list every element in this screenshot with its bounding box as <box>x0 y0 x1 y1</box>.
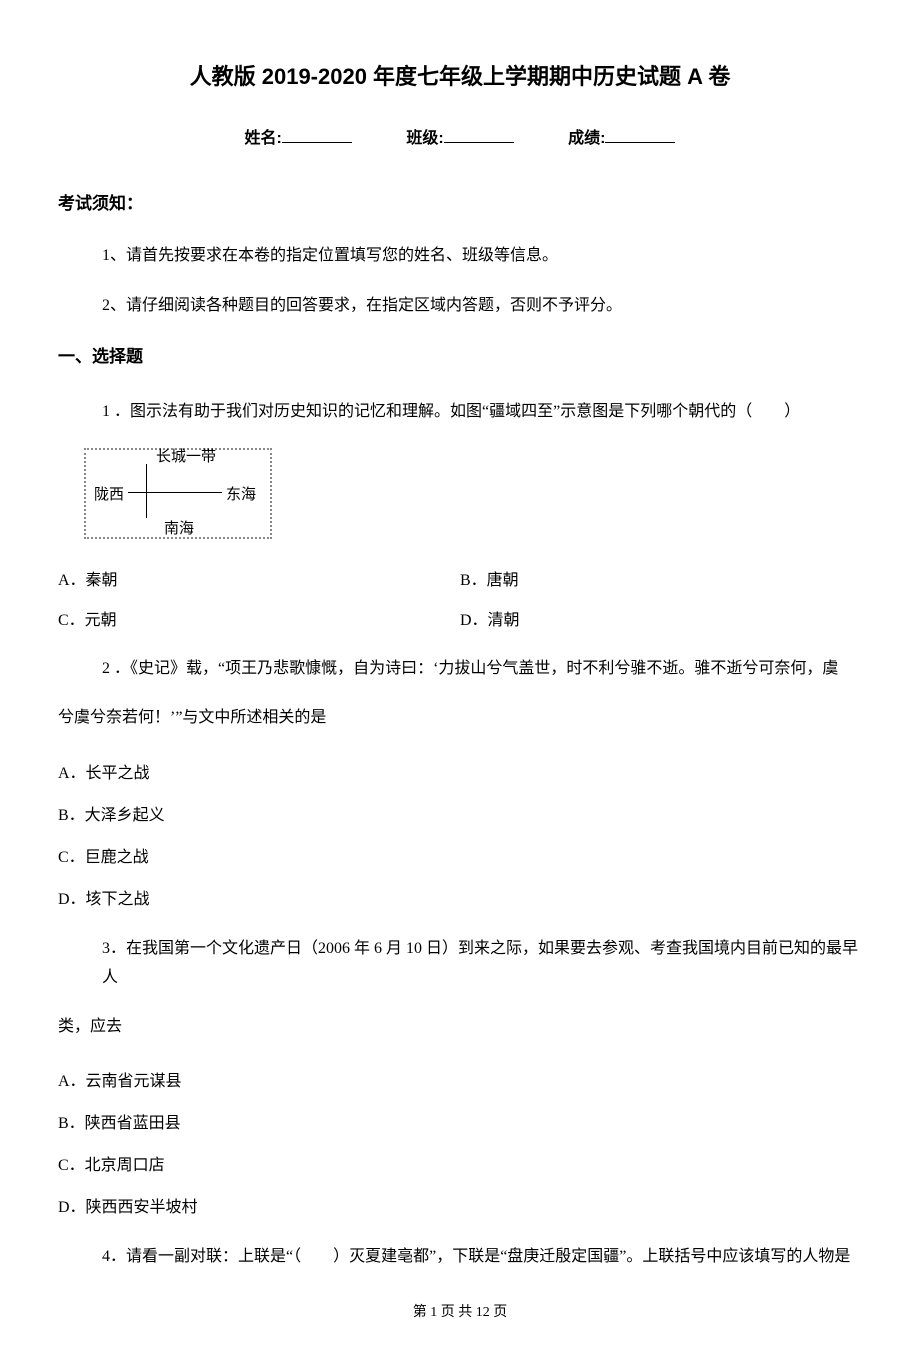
notice-heading: 考试须知： <box>58 191 862 217</box>
q1-option-b: B．唐朝 <box>460 561 862 601</box>
diagram-label-left: 陇西 <box>94 484 124 507</box>
q1-options: A．秦朝 B．唐朝 C．元朝 D．清朝 <box>58 561 862 641</box>
q2-options: A．长平之战 B．大泽乡起义 C．巨鹿之战 D．垓下之战 <box>58 753 862 921</box>
diagram-axis-horizontal <box>128 492 222 493</box>
diagram-label-right: 东海 <box>226 484 256 507</box>
q3-option-b: B．陕西省蓝田县 <box>58 1103 862 1145</box>
name-label: 姓名: <box>245 127 282 151</box>
q2-option-d: D．垓下之战 <box>58 879 862 921</box>
q2-option-c: C．巨鹿之战 <box>58 837 862 879</box>
notice-item-2: 2、请仔细阅读各种题目的回答要求，在指定区域内答题，否则不予评分。 <box>58 294 862 318</box>
meta-row: 姓名: 班级: 成绩: <box>58 125 862 151</box>
section-1-heading: 一、选择题 <box>58 344 862 370</box>
diagram-axis-vertical <box>146 464 147 518</box>
score-underline <box>605 125 675 143</box>
q1-stem: 1 ．图示法有助于我们对历史知识的记忆和理解。如图“疆域四至”示意图是下列哪个朝… <box>58 398 862 427</box>
q3-option-d: D．陕西西安半坡村 <box>58 1187 862 1229</box>
q3-options: A．云南省元谋县 B．陕西省蓝田县 C．北京周口店 D．陕西西安半坡村 <box>58 1061 862 1229</box>
q1-diagram: 长城一带 陇西 东海 南海 <box>78 446 278 541</box>
q1-option-d: D．清朝 <box>460 601 862 641</box>
q1-option-a: A．秦朝 <box>58 561 460 601</box>
diagram-border <box>270 448 272 539</box>
exam-title: 人教版 2019-2020 年度七年级上学期期中历史试题 A 卷 <box>58 60 862 93</box>
class-label: 班级: <box>406 127 443 151</box>
q3-stem-cont: 类，应去 <box>58 1013 862 1042</box>
page-footer: 第 1 页 共 12 页 <box>58 1302 862 1323</box>
score-label: 成绩: <box>568 127 605 151</box>
q2-stem-cont: 兮虞兮奈若何！’”与文中所述相关的是 <box>58 704 862 733</box>
diagram-label-top: 长城一带 <box>156 446 216 469</box>
diagram-label-bottom: 南海 <box>164 518 194 541</box>
diagram-border <box>84 448 86 539</box>
q2-stem: 2 ．《史记》载，“项王乃悲歌慷慨，自为诗曰：‘力拔山兮气盖世，时不利兮骓不逝。… <box>58 655 862 684</box>
q1-option-c: C．元朝 <box>58 601 460 641</box>
name-underline <box>282 125 352 143</box>
q4-stem: 4．请看一副对联：上联是“（ ）灭夏建亳都”，下联是“盘庚迁殷定国疆”。上联括号… <box>58 1243 862 1272</box>
notice-item-1: 1、请首先按要求在本卷的指定位置填写您的姓名、班级等信息。 <box>58 244 862 268</box>
q3-option-a: A．云南省元谋县 <box>58 1061 862 1103</box>
q2-option-b: B．大泽乡起义 <box>58 795 862 837</box>
q3-stem: 3．在我国第一个文化遗产日（2006 年 6 月 10 日）到来之际，如果要去参… <box>58 935 862 993</box>
class-underline <box>444 125 514 143</box>
q3-option-c: C．北京周口店 <box>58 1145 862 1187</box>
q2-option-a: A．长平之战 <box>58 753 862 795</box>
